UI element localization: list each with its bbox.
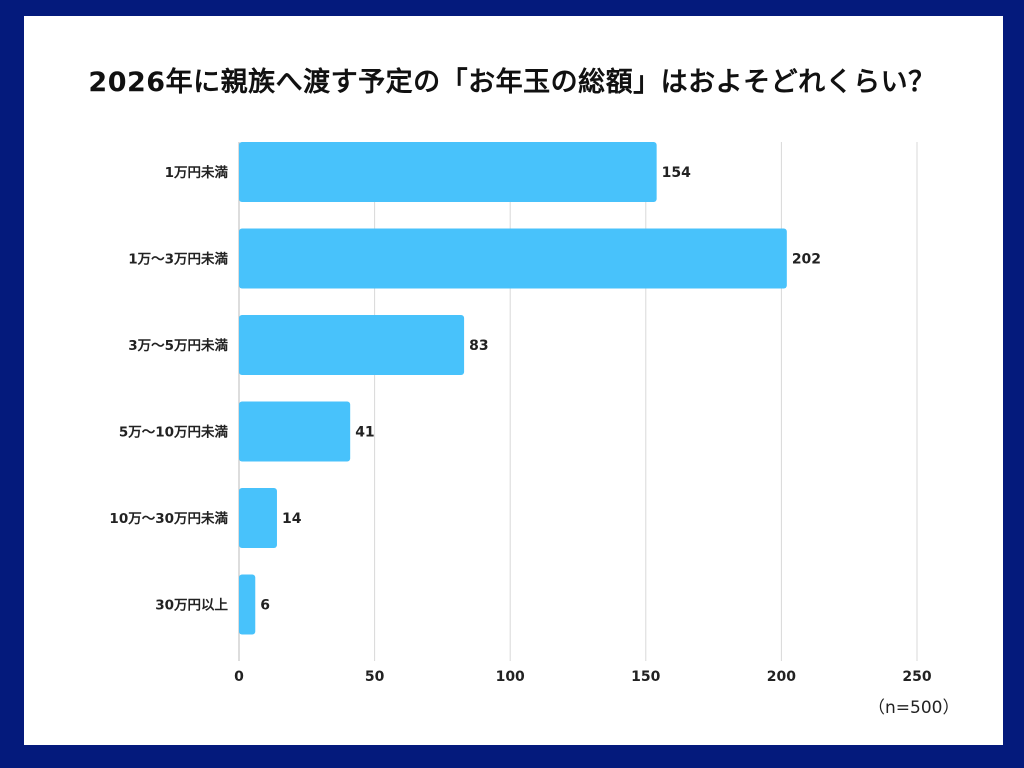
category-label: 1万〜3万円未満 — [128, 251, 228, 268]
category-label: 10万〜30万円未満 — [109, 510, 228, 527]
category-label: 1万円未満 — [165, 164, 229, 181]
x-tick-label: 200 — [767, 669, 796, 685]
data-label: 14 — [282, 511, 302, 527]
x-tick-label: 50 — [365, 669, 385, 685]
chart-title: 2026年に親族へ渡す予定の「お年玉の総額」はおよそどれくらい？ — [88, 67, 936, 98]
category-label: 3万〜5万円未満 — [128, 337, 228, 354]
x-tick-label: 100 — [496, 669, 525, 685]
data-label: 202 — [792, 252, 821, 268]
x-tick-label: 0 — [234, 669, 244, 685]
x-tick-label: 150 — [631, 669, 660, 685]
chart-panel — [24, 16, 1003, 745]
bar — [239, 488, 277, 548]
bar — [239, 574, 256, 635]
category-label: 5万〜10万円未満 — [119, 424, 229, 441]
data-label: 154 — [662, 165, 691, 181]
data-label: 83 — [469, 338, 488, 354]
bar — [239, 142, 657, 202]
bar — [239, 315, 465, 375]
category-label: 30万円以上 — [155, 598, 228, 614]
data-label: 41 — [355, 425, 374, 441]
sample-size-note: （n=500） — [868, 698, 960, 718]
x-tick-label: 250 — [902, 669, 931, 685]
bar — [239, 228, 787, 289]
bar — [239, 401, 351, 462]
data-label: 6 — [260, 598, 270, 614]
